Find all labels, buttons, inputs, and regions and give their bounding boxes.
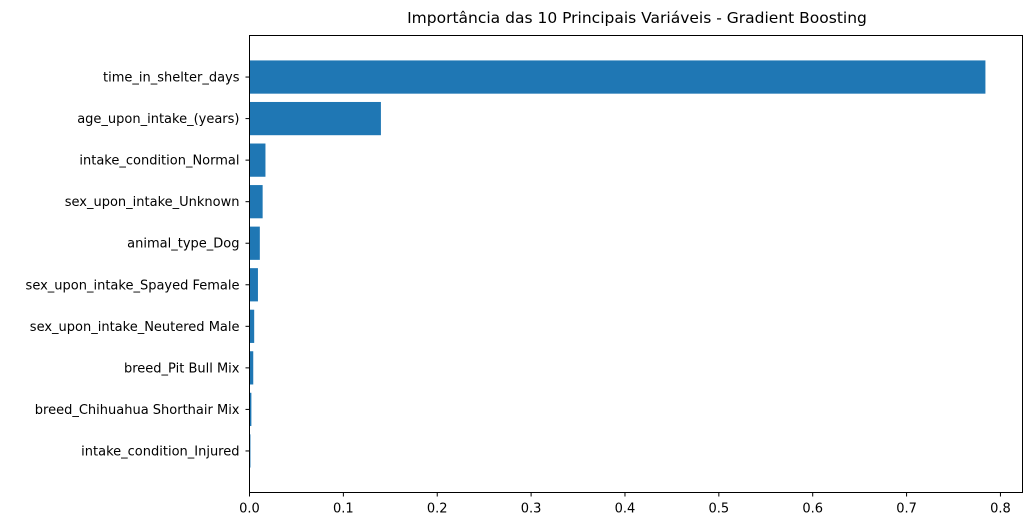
- bar-sex-upon-intake-spayed-female: [249, 268, 258, 302]
- x-tick-label: 0.0: [239, 502, 260, 517]
- y-axis: time_in_shelter_days age_upon_intake_(yea…: [26, 71, 250, 459]
- x-axis: 0.0 0.1 0.2 0.3 0.4 0.5 0.6 0.7 0.8: [239, 492, 1011, 517]
- bar-breed-chihuahua-shorthair-mix: [249, 392, 252, 427]
- bar-time-in-shelter-days: [249, 60, 986, 94]
- bars-layer: [249, 60, 986, 468]
- bar-sex-upon-intake-unknown: [249, 185, 263, 219]
- x-tick-label: 0.8: [990, 502, 1011, 517]
- y-tick-label: sex_upon_intake_Neutered Male: [30, 320, 240, 335]
- plot-frame: [249, 35, 1023, 493]
- x-tick-label: 0.1: [333, 502, 354, 517]
- bar-age-upon-intake-years: [249, 101, 381, 136]
- y-tick-label: sex_upon_intake_Spayed Female: [26, 278, 240, 293]
- y-tick-label: sex_upon_intake_Unknown: [65, 195, 240, 210]
- bar-intake-condition-normal: [249, 143, 266, 177]
- bar-animal-type-dog: [249, 226, 260, 260]
- bar-sex-upon-intake-neutered-male: [249, 309, 255, 343]
- y-tick-label: intake_condition_Normal: [79, 154, 239, 169]
- bar-breed-pit-bull-mix: [249, 351, 254, 385]
- x-tick-label: 0.7: [896, 502, 917, 517]
- y-tick-label: breed_Chihuahua Shorthair Mix: [35, 403, 240, 418]
- x-tick-label: 0.2: [427, 502, 448, 517]
- y-tick-label: breed_Pit Bull Mix: [124, 361, 240, 376]
- y-tick-label: intake_condition_Injured: [81, 444, 239, 459]
- y-tick-label: time_in_shelter_days: [103, 71, 240, 86]
- x-tick-label: 0.4: [615, 502, 636, 517]
- chart-title: Importância das 10 Principais Variáveis …: [407, 9, 867, 27]
- y-tick-label: animal_type_Dog: [127, 237, 239, 252]
- y-tick-label: age_upon_intake_(years): [77, 112, 239, 127]
- x-tick-label: 0.3: [521, 502, 542, 517]
- x-tick-label: 0.6: [802, 502, 823, 517]
- x-tick-label: 0.5: [708, 502, 729, 517]
